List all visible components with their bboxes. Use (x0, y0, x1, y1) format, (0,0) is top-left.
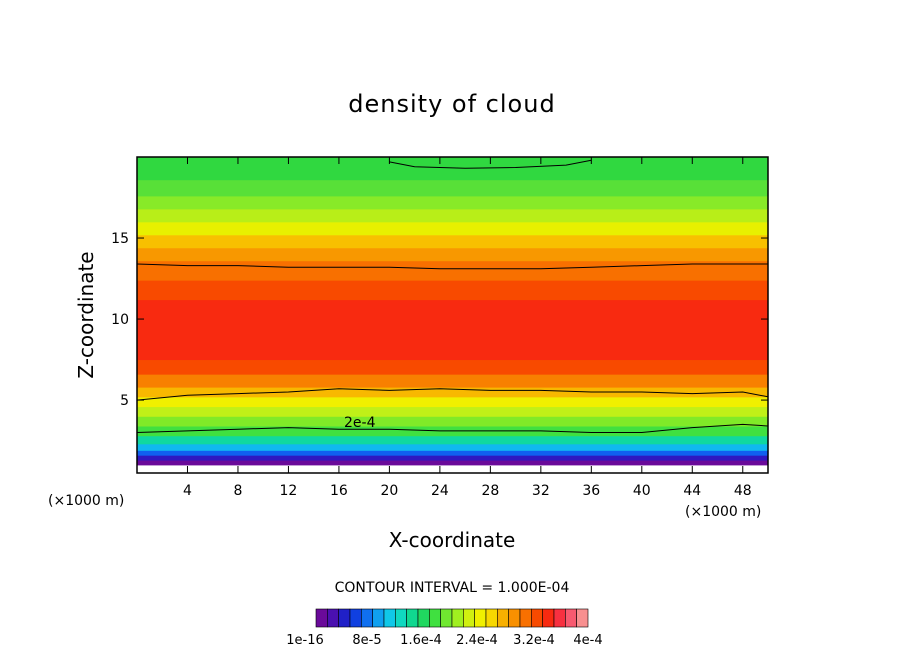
colorbar-swatch-10 (429, 608, 441, 628)
heat-band-22 (137, 157, 768, 181)
y-tick-label-15: 15 (111, 231, 129, 247)
colorbar-swatch-14 (474, 608, 487, 628)
contour-lines (137, 159, 768, 433)
x-tick-label-24: 24 (431, 483, 449, 499)
heat-band-15 (137, 260, 768, 281)
colorbar-label-3: 2.4e-4 (456, 633, 498, 648)
x-tick-label-8: 8 (233, 483, 242, 499)
heat-band-4 (137, 443, 768, 451)
colorbar-swatch-22 (565, 608, 577, 628)
heat-band-2 (137, 455, 768, 461)
colorbar-swatch-9 (417, 608, 430, 628)
x-tick-label-36: 36 (582, 483, 600, 499)
contour-line-z-5.2 (137, 388, 768, 401)
colorbar-swatch-19 (531, 608, 543, 628)
x-tick-label-4: 4 (183, 483, 192, 499)
heat-band-20 (137, 195, 768, 210)
x-axis-ticks: 4 8 12 16 20 24 28 32 36 40 44 48 (183, 157, 752, 499)
colorbar-swatch-0 (315, 608, 328, 628)
colorbar-swatch-11 (440, 608, 453, 628)
y-tick-label-5: 5 (120, 393, 129, 409)
contour-line-z-13.3 (137, 263, 768, 270)
colorbar-swatch-13 (463, 608, 475, 628)
x-tick-label-12: 12 (280, 483, 298, 499)
colorbar-swatch-3 (349, 608, 362, 628)
colorbar-label-1: 8e-5 (352, 633, 381, 648)
chart-title: density of cloud (348, 90, 555, 118)
colorbar-labels: 1e-16 8e-5 1.6e-4 2.4e-4 3.2e-4 4e-4 (286, 633, 602, 648)
heat-band-10 (137, 387, 768, 398)
x-tick-label-40: 40 (633, 483, 651, 499)
heat-band-14 (137, 280, 768, 301)
heat-band-3 (137, 450, 768, 456)
heat-band-17 (137, 234, 768, 249)
colorbar-swatch-1 (327, 608, 339, 628)
x-tick-label-48: 48 (734, 483, 752, 499)
colorbar-swatch-17 (508, 608, 521, 628)
heat-band-8 (137, 406, 768, 417)
x-tick-label-28: 28 (481, 483, 499, 499)
x-unit-label-left: (×1000 m) (48, 493, 124, 509)
colorbar-swatch-21 (553, 608, 566, 628)
colorbar-swatch-6 (383, 608, 396, 628)
x-tick-label-20: 20 (380, 483, 398, 499)
colorbar-label-2: 1.6e-4 (400, 633, 442, 648)
colorbar-swatch-15 (485, 608, 498, 628)
colorbar-swatch-23 (576, 608, 589, 628)
heat-band-0 (137, 464, 768, 473)
y-axis-label: Z-coordinate (74, 251, 98, 378)
contour-interval-label: CONTOUR INTERVAL = 1.000E-04 (335, 580, 570, 596)
colorbar-label-4: 3.2e-4 (513, 633, 555, 648)
contour-line-z-3.0 (137, 423, 768, 433)
colorbar-swatch-16 (497, 608, 509, 628)
colorbar-swatch-12 (451, 608, 464, 628)
x-tick-label-16: 16 (330, 483, 348, 499)
heat-band-18 (137, 221, 768, 236)
heat-band-13 (137, 299, 768, 361)
x-tick-label-44: 44 (683, 483, 701, 499)
heat-band-9 (137, 396, 768, 408)
colorbar-swatch-7 (395, 608, 407, 628)
colorbar-swatch-4 (361, 608, 373, 628)
heatmap-bands (137, 157, 768, 473)
colorbar-label-5: 4e-4 (573, 633, 602, 648)
x-axis-label: X-coordinate (389, 528, 516, 552)
contour-line-z-19.4 (389, 159, 592, 169)
contour-annotation: 2e-4 (344, 415, 376, 431)
colorbar-swatch-8 (406, 608, 419, 628)
colorbar-swatch-20 (542, 608, 555, 628)
colorbar-swatch-18 (519, 608, 532, 628)
heat-band-21 (137, 179, 768, 197)
heat-band-16 (137, 247, 768, 262)
heat-band-19 (137, 208, 768, 223)
colorbar (315, 608, 589, 628)
y-axis-ticks: 5 10 15 (111, 231, 768, 409)
heat-band-7 (137, 416, 768, 427)
plot-frame (136, 156, 769, 474)
colorbar-swatch-2 (338, 608, 351, 628)
colorbar-swatch-5 (372, 608, 385, 628)
x-unit-label-right: (×1000 m) (685, 504, 761, 520)
y-tick-label-10: 10 (111, 312, 129, 328)
heat-band-12 (137, 359, 768, 375)
colorbar-label-0: 1e-16 (286, 633, 324, 648)
heat-band-11 (137, 374, 768, 388)
x-tick-label-32: 32 (532, 483, 550, 499)
heat-band-1 (137, 460, 768, 466)
heat-band-5 (137, 435, 768, 445)
